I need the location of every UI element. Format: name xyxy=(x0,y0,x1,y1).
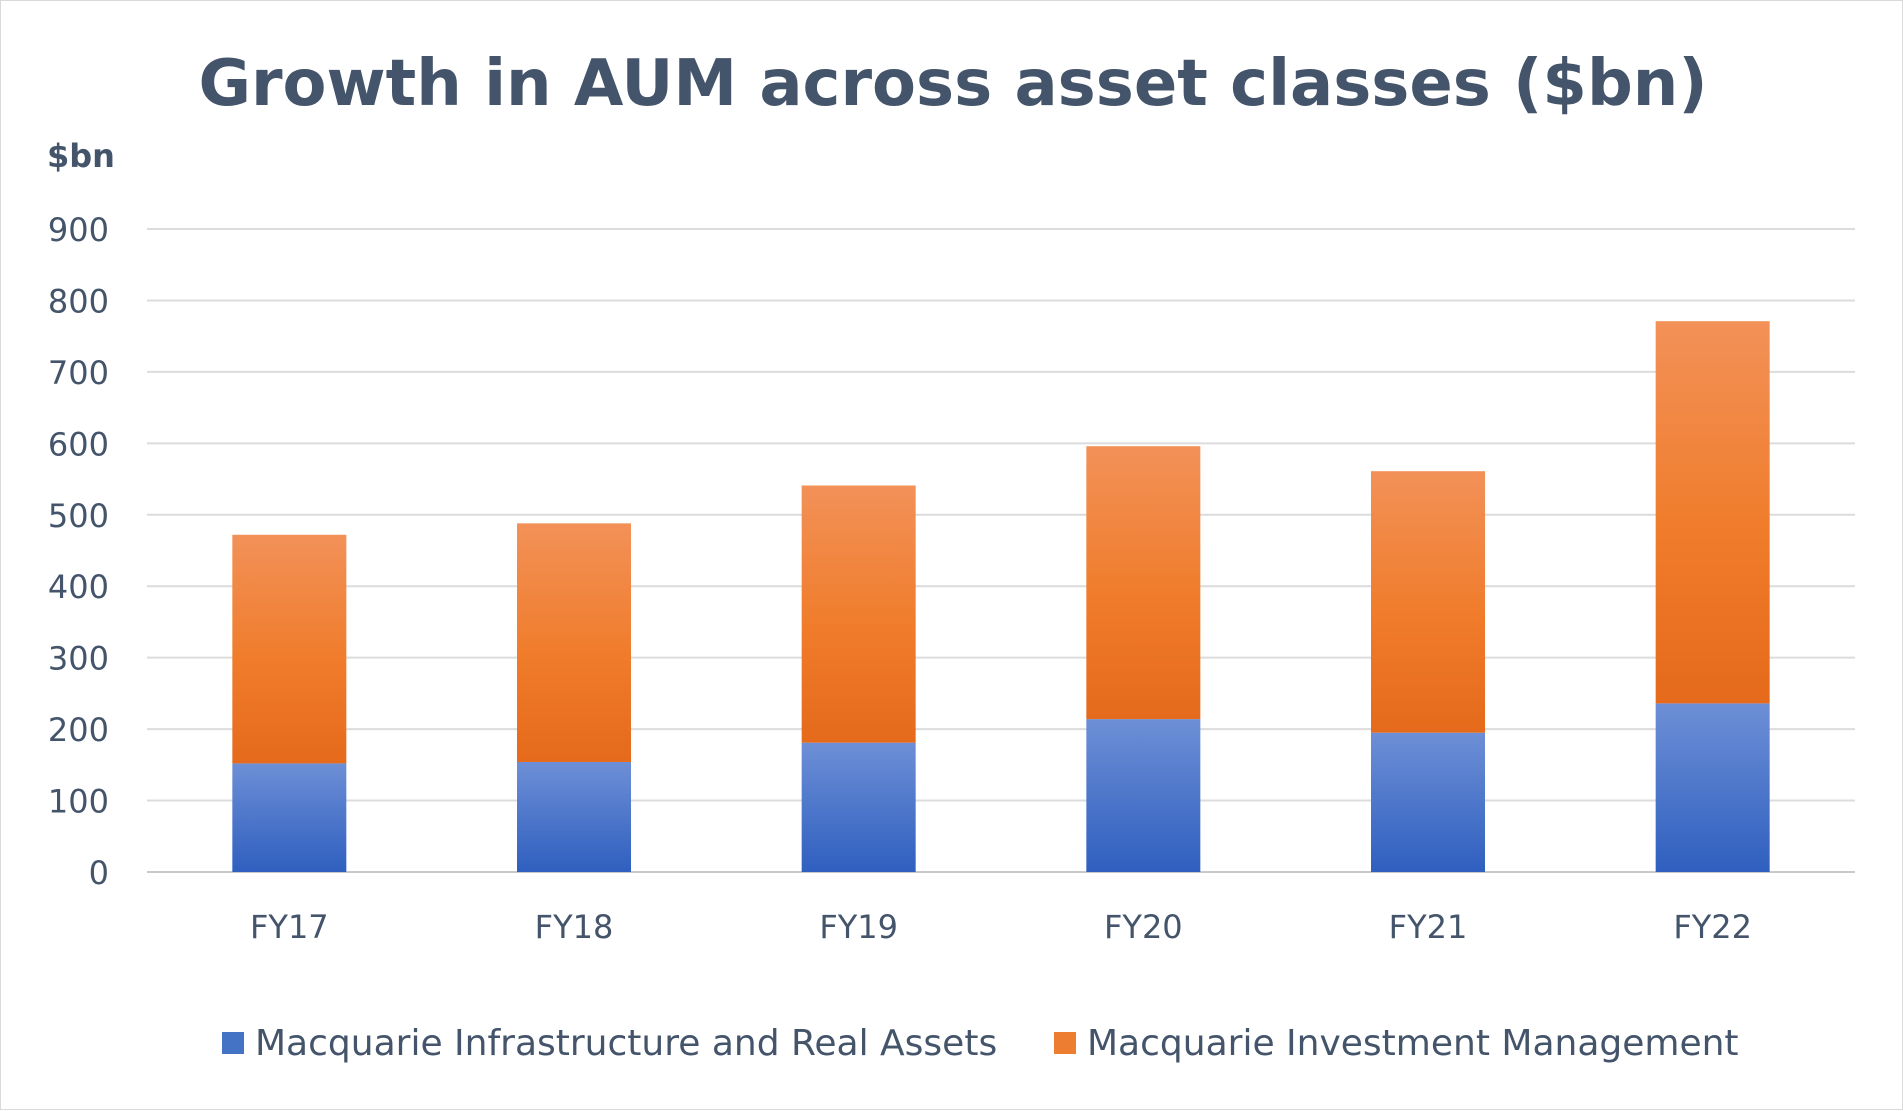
y-tick-label: 600 xyxy=(48,425,109,463)
chart-title: Growth in AUM across asset classes ($bn) xyxy=(198,47,1707,121)
y-axis-ticks: 0 100 200 300 400 500 600 700 800 900 xyxy=(48,211,109,892)
y-axis-unit-label: $bn xyxy=(47,137,115,175)
y-tick-label: 500 xyxy=(48,497,109,535)
bar-infrastructure-fy18 xyxy=(517,761,631,872)
bar-infrastructure-fy21 xyxy=(1371,732,1485,872)
bar-infrastructure-fy17 xyxy=(232,763,347,872)
bar-investment-fy19 xyxy=(801,485,916,743)
y-tick-label: 700 xyxy=(48,354,109,392)
y-tick-label: 800 xyxy=(48,282,109,320)
x-tick-label: FY22 xyxy=(1673,908,1752,946)
x-tick-label: FY18 xyxy=(535,908,614,946)
x-axis-ticks: FY17 FY18 FY19 FY20 FY21 FY22 xyxy=(250,908,1752,946)
x-tick-label: FY21 xyxy=(1389,908,1468,946)
legend: Macquarie Infrastructure and Real Assets… xyxy=(222,1023,1739,1064)
y-tick-label: 0 xyxy=(89,854,109,892)
y-tick-label: 300 xyxy=(48,640,109,678)
legend-label: Macquarie Investment Management xyxy=(1087,1023,1739,1064)
y-tick-label: 100 xyxy=(48,783,109,821)
bar-investment-fy22 xyxy=(1655,321,1770,704)
x-tick-label: FY17 xyxy=(250,908,329,946)
bar-investment-fy17 xyxy=(232,534,347,764)
bar-infrastructure-fy19 xyxy=(801,742,916,872)
gridlines xyxy=(147,228,1855,873)
y-tick-label: 900 xyxy=(48,211,109,249)
legend-swatch xyxy=(1054,1032,1076,1054)
bar-investment-fy21 xyxy=(1371,471,1485,733)
legend-label: Macquarie Infrastructure and Real Assets xyxy=(255,1023,997,1064)
bar-infrastructure-fy20 xyxy=(1086,719,1201,872)
bar-investment-fy20 xyxy=(1086,446,1201,720)
legend-swatch xyxy=(222,1032,244,1054)
x-tick-label: FY19 xyxy=(819,908,898,946)
y-tick-label: 400 xyxy=(48,568,109,606)
y-tick-label: 200 xyxy=(48,711,109,749)
x-tick-label: FY20 xyxy=(1104,908,1183,946)
bar-infrastructure-fy22 xyxy=(1655,703,1770,872)
bars xyxy=(232,321,1770,872)
bar-investment-fy18 xyxy=(517,523,631,762)
